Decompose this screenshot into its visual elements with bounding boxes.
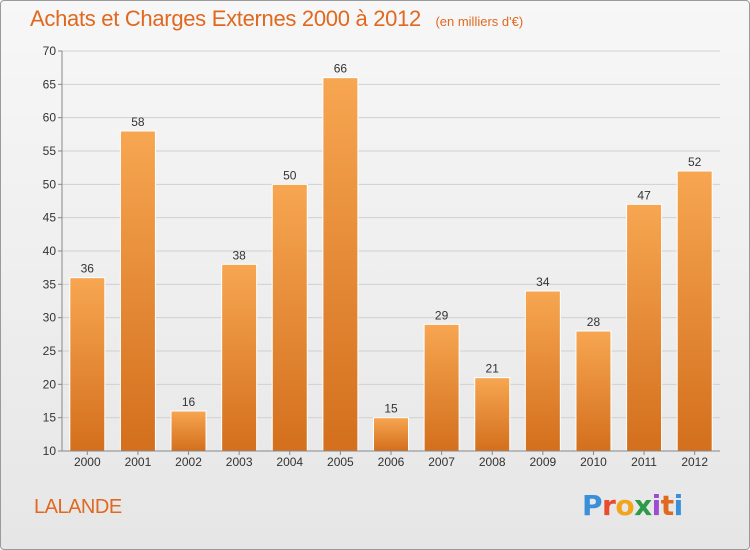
- bar-2011: [626, 203, 663, 452]
- chart-title: Achats et Charges Externes 2000 à 2012: [30, 6, 421, 31]
- y-tick-label: 20: [43, 377, 57, 391]
- y-tick-label: 40: [43, 244, 57, 258]
- bar-2004: [271, 183, 308, 452]
- y-tick-label: 30: [43, 311, 57, 325]
- x-tick-label: 2009: [529, 455, 556, 469]
- bar-2001: [119, 130, 156, 452]
- bar-2009: [524, 290, 561, 452]
- y-tick-label: 50: [43, 177, 57, 191]
- chart-subtitle: (en milliers d'€): [435, 14, 524, 29]
- data-label-2012: 52: [688, 155, 702, 169]
- commune-name: LALANDE: [34, 496, 122, 518]
- data-label-2008: 21: [486, 362, 500, 376]
- y-tick-label: 25: [43, 344, 57, 358]
- x-tick-label: 2008: [479, 455, 506, 469]
- data-label-2000: 36: [81, 262, 95, 276]
- bar-2012: [676, 170, 713, 452]
- data-label-2001: 58: [131, 115, 145, 129]
- x-tick-label: 2000: [74, 455, 101, 469]
- x-tick-label: 2006: [378, 455, 405, 469]
- y-tick-label: 65: [43, 77, 57, 91]
- data-label-2009: 34: [536, 275, 550, 289]
- x-tick-label: 2003: [226, 455, 253, 469]
- data-label-2003: 38: [232, 248, 246, 262]
- x-tick-label: 2012: [681, 455, 708, 469]
- bar-2003: [221, 263, 258, 452]
- data-label-2006: 15: [384, 402, 398, 416]
- y-tick-label: 45: [43, 211, 57, 225]
- bar-2007: [423, 323, 460, 452]
- data-label-2011: 47: [637, 188, 651, 202]
- data-label-2002: 16: [182, 395, 196, 409]
- y-tick-label: 55: [43, 144, 57, 158]
- x-tick-label: 2007: [428, 455, 455, 469]
- bar-2005: [322, 77, 359, 452]
- bar-2000: [69, 277, 106, 452]
- data-label-2005: 66: [334, 62, 348, 76]
- grid-layer: [58, 50, 720, 455]
- bars-layer: [69, 77, 713, 452]
- bar-2002: [170, 410, 207, 452]
- labels-layer: 10 15 20 25 30 35 40 45 50 55 60 65 70 36 2000 58 2001 16…: [43, 44, 709, 469]
- y-tick-label: 15: [43, 411, 57, 425]
- chart-title-block: Achats et Charges Externes 2000 à 2012 (…: [30, 6, 523, 32]
- bar-2008: [474, 377, 511, 452]
- y-tick-label: 60: [43, 111, 57, 125]
- bar-2006: [373, 417, 409, 452]
- x-tick-label: 2005: [327, 455, 354, 469]
- y-tick-label: 10: [43, 444, 57, 458]
- y-tick-label: 70: [43, 44, 57, 58]
- bar-2010: [575, 330, 612, 452]
- proxiti-logo: Proxiti: [582, 489, 683, 522]
- data-label-2004: 50: [283, 168, 297, 182]
- y-tick-label: 35: [43, 277, 57, 291]
- x-tick-label: 2002: [175, 455, 202, 469]
- data-label-2007: 29: [435, 308, 449, 322]
- data-label-2010: 28: [587, 315, 601, 329]
- x-tick-label: 2004: [276, 455, 303, 469]
- x-tick-label: 2011: [631, 455, 657, 469]
- x-tick-label: 2010: [580, 455, 607, 469]
- x-tick-label: 2001: [125, 455, 152, 469]
